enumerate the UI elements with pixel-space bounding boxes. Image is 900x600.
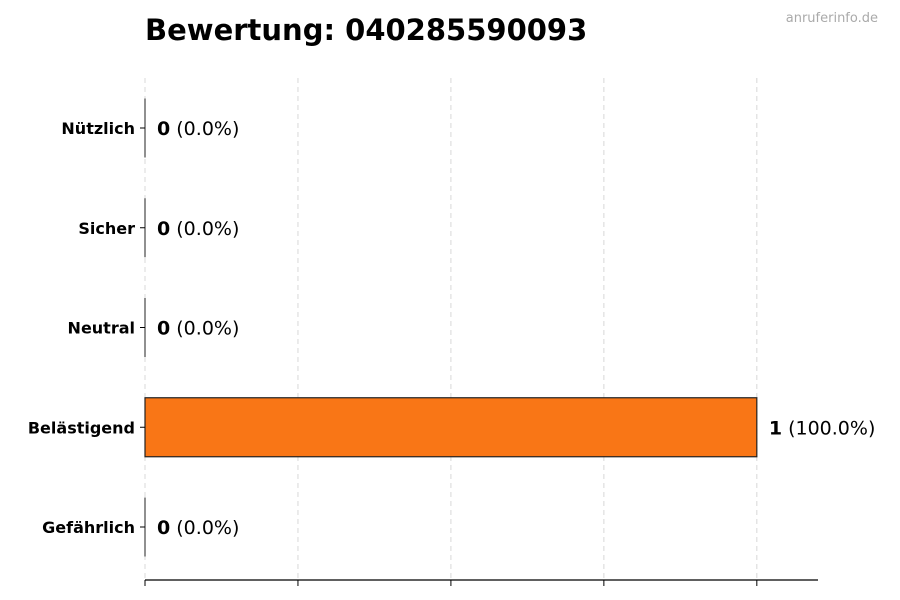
data-label: 0 (0.0%) xyxy=(157,517,239,539)
chart-title: Bewertung: 040285590093 xyxy=(145,13,587,47)
data-label: 0 (0.0%) xyxy=(157,218,239,240)
value-label: 0 xyxy=(157,318,170,340)
value-label: 0 xyxy=(157,118,170,140)
bar xyxy=(144,397,758,458)
percent-label: (100.0%) xyxy=(782,417,875,439)
percent-label: (0.0%) xyxy=(170,517,239,539)
value-label: 1 xyxy=(769,417,782,439)
category-label: Sicher xyxy=(78,219,135,238)
value-label: 0 xyxy=(157,517,170,539)
data-label: 1 (100.0%) xyxy=(769,417,876,439)
percent-label: (0.0%) xyxy=(170,318,239,340)
value-label: 0 xyxy=(157,218,170,240)
category-label: Neutral xyxy=(68,319,135,338)
data-label: 0 (0.0%) xyxy=(157,118,239,140)
category-label: Belästigend xyxy=(28,418,135,437)
watermark: anruferinfo.de xyxy=(786,11,878,26)
category-label: Nützlich xyxy=(61,119,135,138)
percent-label: (0.0%) xyxy=(170,118,239,140)
category-label: Gefährlich xyxy=(42,518,135,537)
data-label: 0 (0.0%) xyxy=(157,318,239,340)
percent-label: (0.0%) xyxy=(170,218,239,240)
